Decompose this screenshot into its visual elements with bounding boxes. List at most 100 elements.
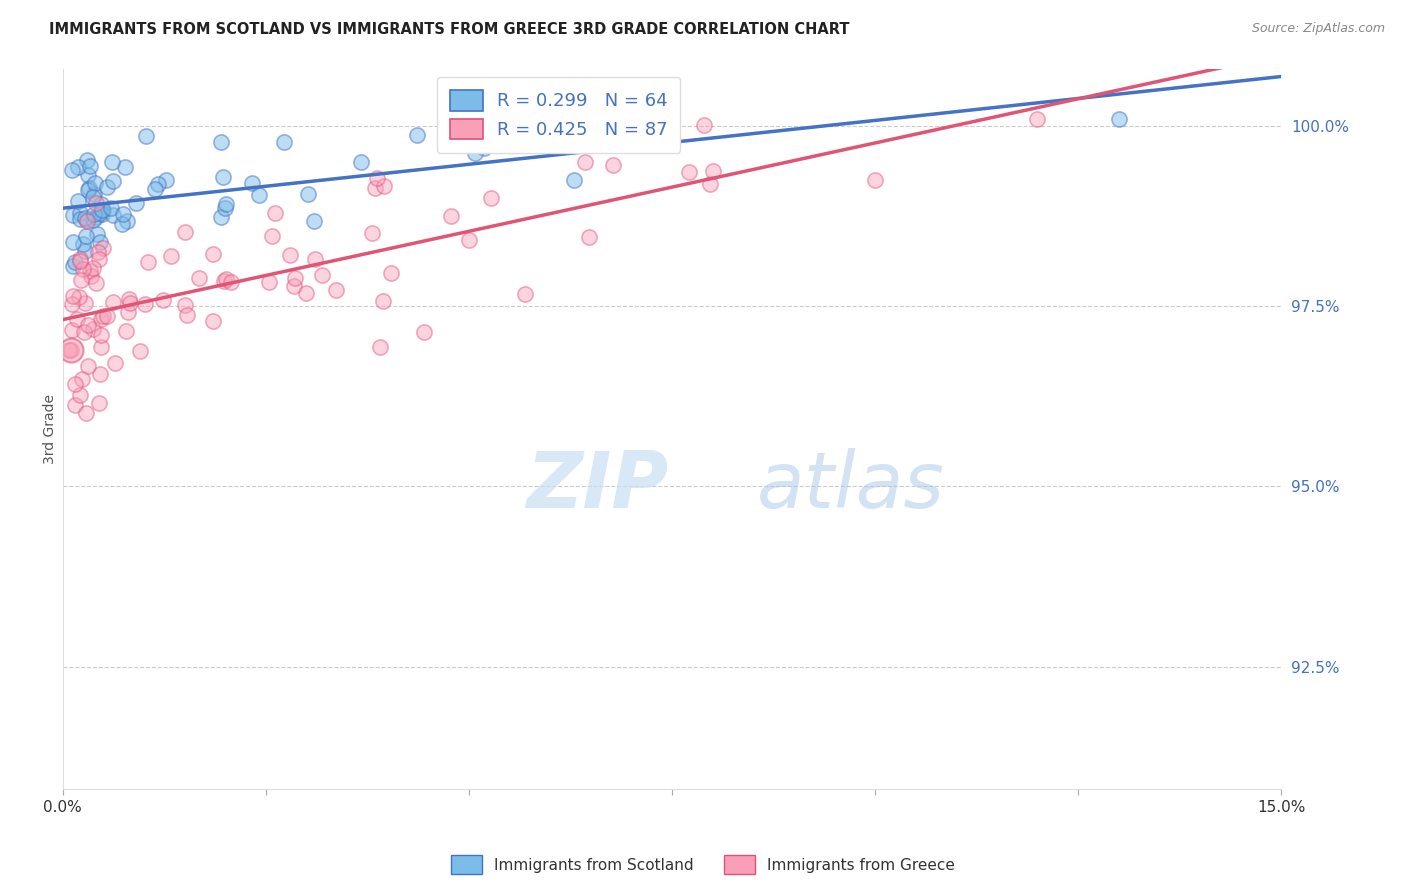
Point: [302, 214, 325, 228]
Point: [1026, 112, 1049, 126]
Point: [82, 190, 104, 204]
Y-axis label: 3rd Grade: 3rd Grade: [44, 394, 58, 464]
Point: [77, 168, 100, 182]
Point: [91, 309, 114, 323]
Point: [60, 323, 83, 337]
Point: [100, 201, 122, 215]
Text: atlas: atlas: [758, 449, 945, 524]
Point: [58, 343, 80, 357]
Point: [79, 159, 101, 173]
Point: [60, 297, 83, 311]
Point: [129, 343, 152, 358]
Point: [62, 235, 84, 249]
Point: [693, 119, 716, 133]
Point: [63, 255, 86, 269]
Point: [75, 211, 97, 225]
Point: [152, 293, 174, 308]
Point: [73, 244, 96, 258]
Point: [103, 295, 125, 310]
Point: [89, 235, 111, 249]
Point: [283, 278, 305, 293]
Point: [76, 183, 98, 197]
Point: [59, 343, 82, 357]
Point: [69, 211, 91, 226]
Point: [160, 249, 183, 263]
Point: [578, 229, 600, 244]
Point: [72, 237, 94, 252]
Point: [257, 275, 280, 289]
Point: [240, 176, 263, 190]
Point: [260, 228, 283, 243]
Point: [70, 273, 93, 287]
Point: [125, 196, 148, 211]
Point: [214, 271, 236, 285]
Point: [173, 298, 195, 312]
Point: [77, 318, 100, 332]
Point: [69, 388, 91, 402]
Point: [73, 296, 96, 310]
Point: [294, 285, 316, 300]
Point: [89, 252, 111, 266]
Point: [325, 283, 347, 297]
Point: [702, 164, 724, 178]
Point: [90, 197, 112, 211]
Point: [67, 290, 90, 304]
Point: [118, 296, 141, 310]
Point: [201, 247, 224, 261]
Point: [221, 275, 243, 289]
Point: [464, 145, 486, 160]
Point: [513, 287, 536, 301]
Point: [63, 398, 86, 412]
Point: [212, 170, 235, 185]
Point: [84, 210, 107, 224]
Point: [457, 233, 479, 247]
Point: [413, 325, 436, 339]
Point: [155, 172, 177, 186]
Point: [96, 180, 118, 194]
Point: [297, 186, 319, 201]
Point: [115, 214, 138, 228]
Point: [76, 214, 98, 228]
Point: [278, 248, 301, 262]
Point: [76, 153, 98, 168]
Point: [89, 206, 111, 220]
Point: [368, 340, 391, 354]
Point: [90, 340, 112, 354]
Point: [103, 355, 125, 369]
Point: [87, 245, 110, 260]
Point: [373, 294, 395, 309]
Point: [284, 270, 307, 285]
Point: [187, 271, 209, 285]
Point: [214, 201, 236, 215]
Point: [67, 194, 90, 208]
Point: [134, 297, 156, 311]
Point: [380, 266, 402, 280]
Point: [75, 229, 97, 244]
Point: [90, 312, 112, 326]
Point: [214, 197, 236, 211]
Point: [602, 158, 624, 172]
Point: [96, 310, 118, 324]
Point: [69, 254, 91, 268]
Point: [574, 155, 596, 169]
Point: [79, 264, 101, 278]
Point: [73, 325, 96, 339]
Point: [1108, 112, 1130, 126]
Point: [247, 187, 270, 202]
Point: [209, 210, 232, 224]
Point: [304, 252, 326, 267]
Point: [117, 305, 139, 319]
Point: [148, 177, 170, 191]
Text: IMMIGRANTS FROM SCOTLAND VS IMMIGRANTS FROM GREECE 3RD GRADE CORRELATION CHART: IMMIGRANTS FROM SCOTLAND VS IMMIGRANTS F…: [49, 22, 849, 37]
Legend: R = 0.299   N = 64, R = 0.425   N = 87: R = 0.299 N = 64, R = 0.425 N = 87: [436, 77, 681, 153]
Point: [311, 268, 333, 282]
Point: [440, 209, 463, 223]
Point: [143, 182, 166, 196]
Point: [91, 241, 114, 255]
Point: [75, 406, 97, 420]
Point: [84, 176, 107, 190]
Point: [699, 177, 721, 191]
Point: [87, 396, 110, 410]
Point: [135, 129, 157, 144]
Point: [564, 173, 586, 187]
